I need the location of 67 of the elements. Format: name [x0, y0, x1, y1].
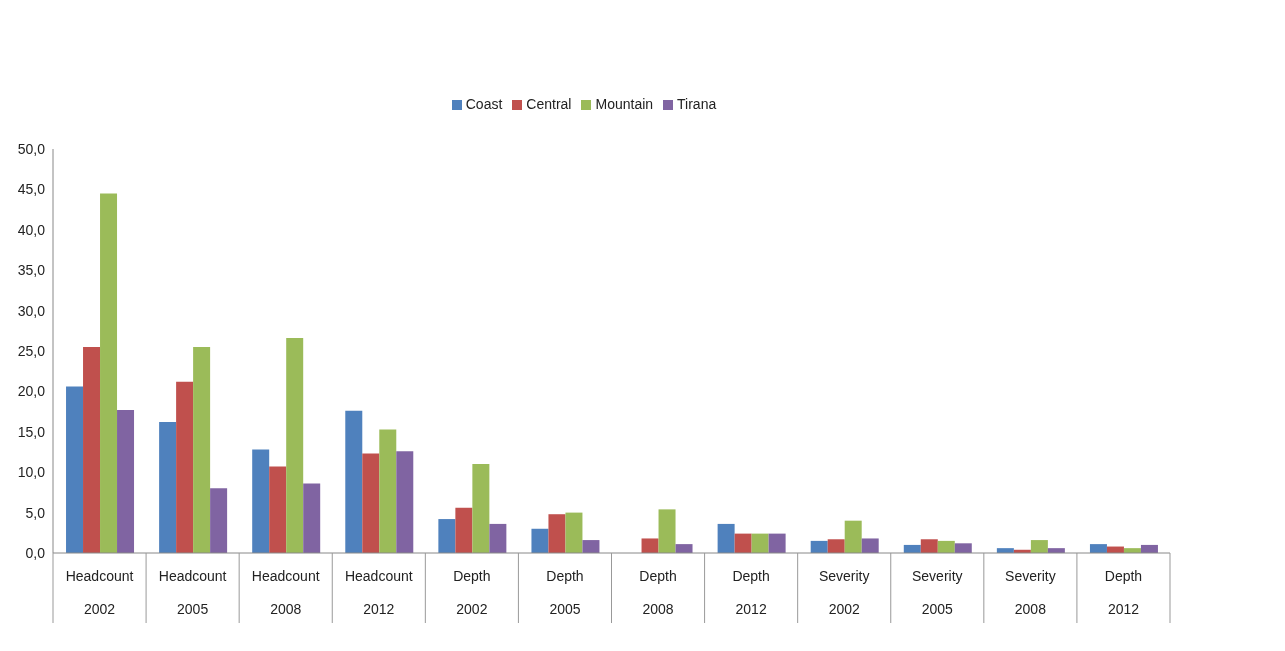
bar: [920, 539, 938, 553]
bar: [117, 409, 135, 553]
bar: [362, 453, 380, 553]
legend-label: Tirana: [677, 96, 717, 112]
bar: [472, 464, 490, 553]
y-tick-label: 25,0: [17, 342, 46, 359]
bar: [548, 514, 566, 553]
category-label: Depth 2005: [546, 568, 584, 617]
bar: [675, 544, 693, 553]
y-tick-label: 10,0: [17, 464, 46, 481]
y-tick-label: 35,0: [17, 262, 46, 279]
y-tick-label: 5,0: [25, 504, 46, 521]
bar: [286, 338, 304, 553]
bar: [641, 538, 659, 553]
bar: [438, 519, 456, 553]
bar: [176, 381, 194, 553]
bar: [210, 488, 228, 553]
bar: [937, 540, 955, 553]
bar: [1089, 544, 1107, 553]
category-label: Depth 2002: [453, 568, 491, 617]
category-label: Severity 2005: [912, 568, 963, 617]
bar: [100, 193, 118, 553]
bar: [489, 523, 507, 553]
bar: [269, 466, 287, 553]
bar: [252, 449, 270, 553]
bar: [531, 528, 549, 553]
bar: [193, 346, 211, 553]
bar: [303, 483, 321, 553]
legend-label: Mountain: [595, 96, 654, 112]
category-label: Depth 2012: [1104, 568, 1143, 617]
bar: [844, 520, 862, 553]
category-label: Headcount 2012: [344, 568, 413, 617]
category-label: Severity 2002: [818, 568, 870, 617]
category-label: Headcount 2002: [65, 568, 134, 617]
bar: [861, 538, 879, 553]
y-tick-label: 0,0: [25, 544, 46, 561]
category-label: Severity 2008: [1005, 568, 1056, 617]
bar: [734, 533, 752, 553]
y-tick-label: 40,0: [17, 221, 46, 238]
bar: [66, 386, 84, 553]
category-label: Headcount 2008: [251, 568, 320, 617]
bar: [396, 451, 414, 553]
bar: [455, 507, 473, 553]
category-label: Depth 2008: [639, 568, 677, 617]
bar: [83, 346, 101, 553]
bar: [1030, 540, 1048, 553]
bar: [768, 533, 786, 553]
legend-label: Central: [526, 96, 572, 112]
bar: [159, 422, 177, 553]
bar: [345, 410, 363, 553]
y-tick-label: 45,0: [17, 181, 46, 198]
bar: [717, 523, 735, 553]
bar: [658, 509, 676, 553]
bar: [379, 429, 397, 553]
bar: [751, 533, 769, 553]
bar: [827, 539, 845, 553]
y-tick-label: 20,0: [17, 383, 46, 400]
y-tick-label: 50,0: [17, 140, 46, 157]
bar: [582, 540, 600, 553]
bar: [565, 512, 583, 553]
y-tick-label: 30,0: [17, 302, 46, 319]
category-label: Depth 2012: [732, 568, 770, 617]
y-tick-label: 15,0: [17, 423, 46, 440]
legend-label: Coast: [465, 96, 503, 112]
category-label: Headcount 2005: [158, 568, 227, 617]
bar: [954, 543, 972, 553]
bar: [810, 540, 828, 553]
